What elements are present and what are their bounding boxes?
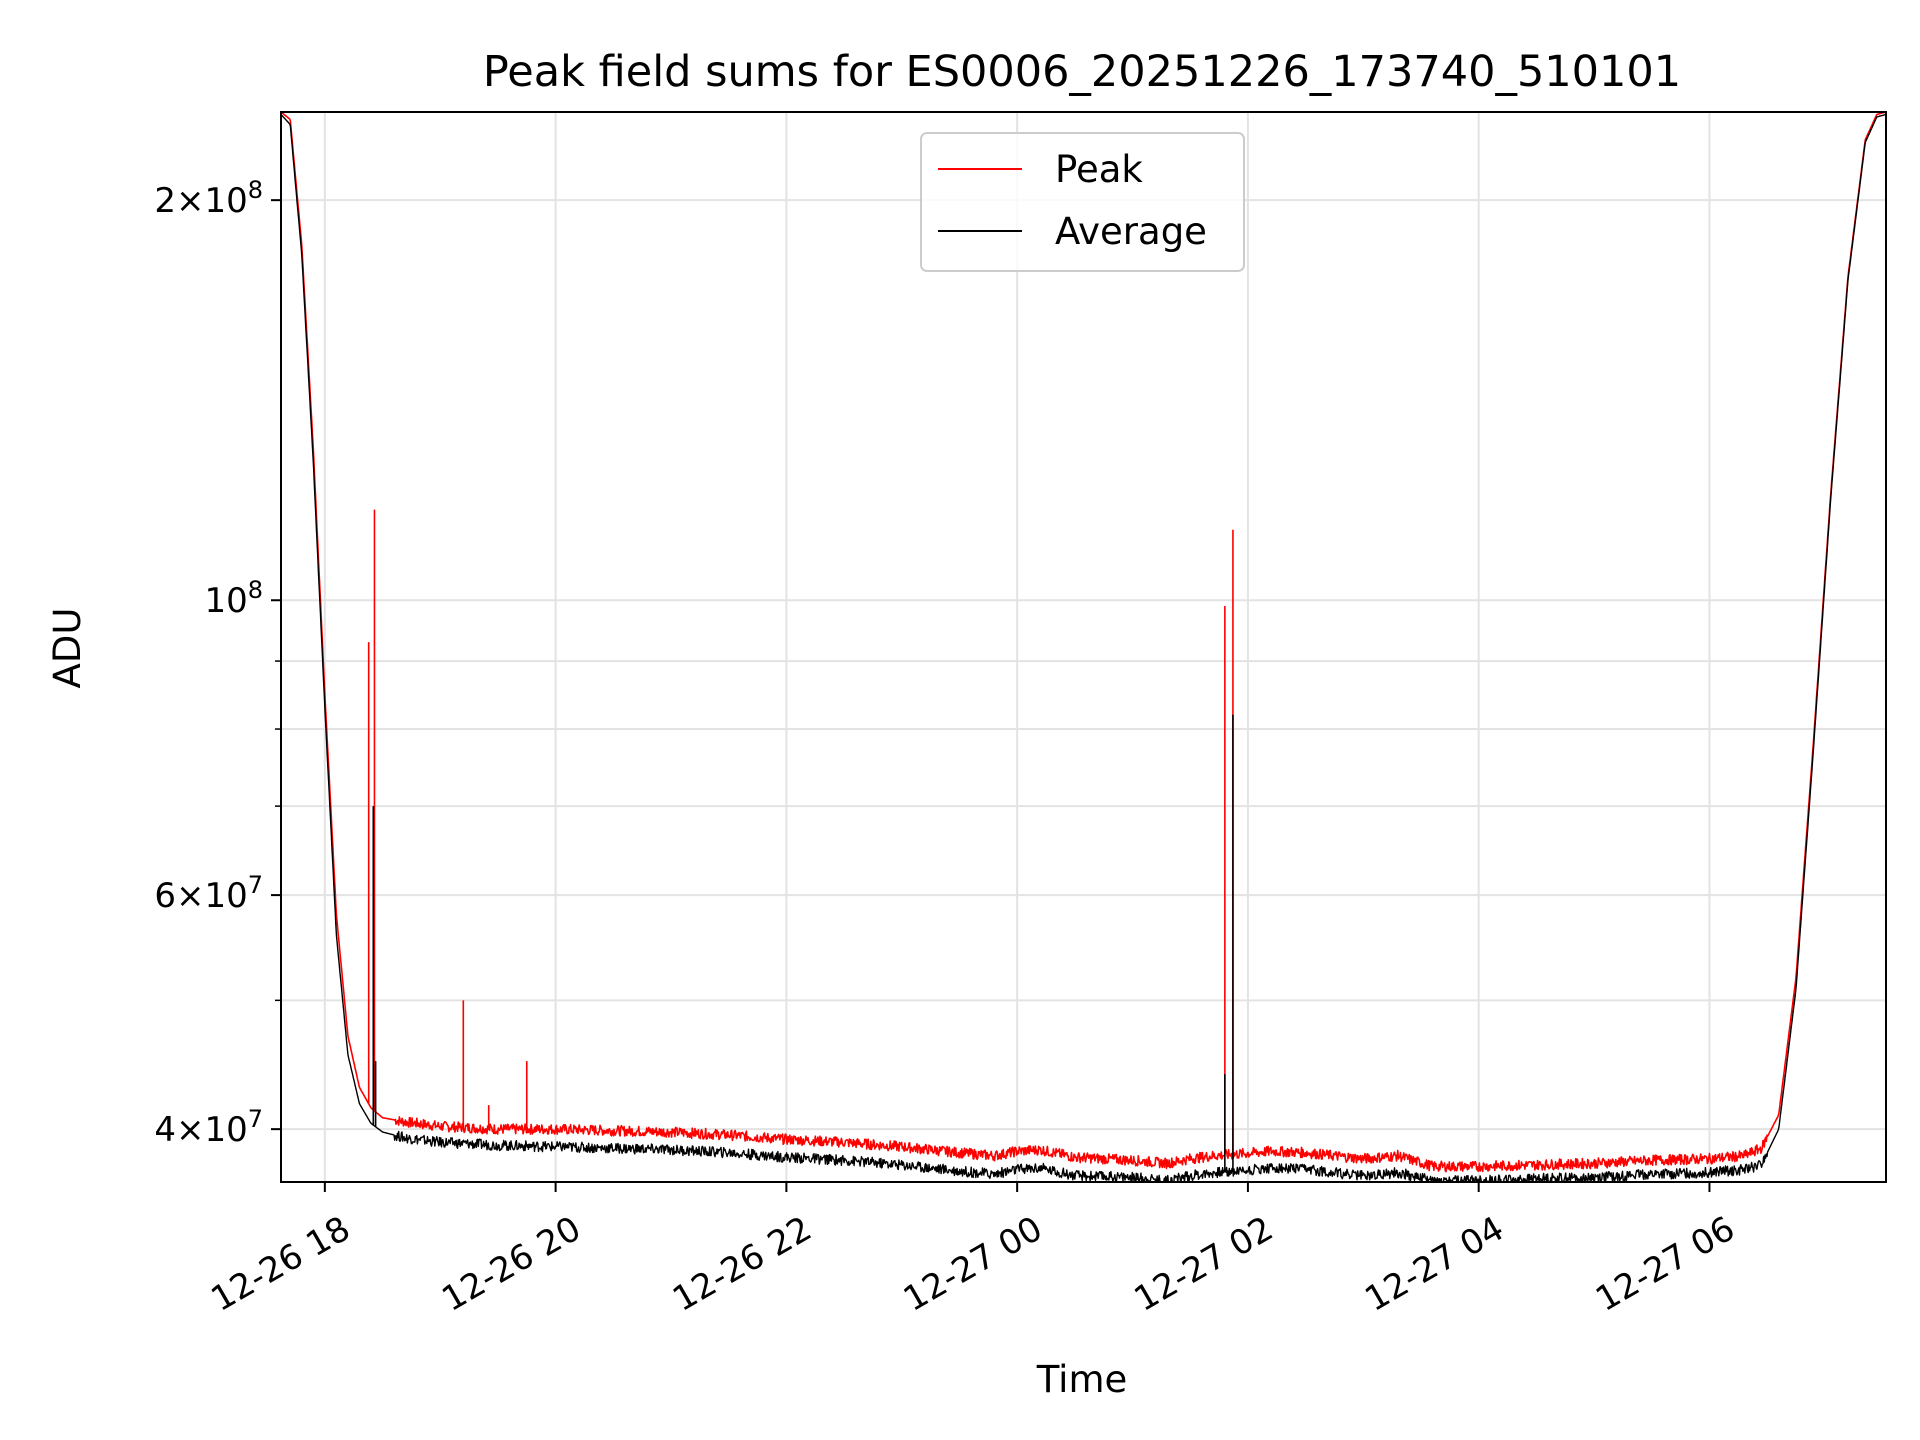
x-tick-label: 12-27 00 xyxy=(897,1209,1049,1320)
legend-average-label: Average xyxy=(1055,210,1207,253)
plot-area xyxy=(281,112,1886,1182)
x-tick-label: 12-26 22 xyxy=(666,1209,818,1320)
y-tick-label: 2×108 xyxy=(154,176,263,221)
y-tick-exponent: 7 xyxy=(248,1105,263,1133)
x-tick-label: 12-27 04 xyxy=(1358,1209,1510,1320)
y-axis-label: ADU xyxy=(46,608,89,689)
chart-title: Peak field sums for ES0006_20251226_1737… xyxy=(483,47,1681,97)
legend-peak-label: Peak xyxy=(1055,148,1143,191)
y-tick-mantissa: 2×10 xyxy=(154,181,247,221)
x-tick-label: 12-27 02 xyxy=(1128,1209,1280,1320)
plot-frame xyxy=(280,111,1887,1183)
legend: Peak Average xyxy=(920,132,1245,272)
x-tick-label: 12-26 20 xyxy=(435,1209,587,1320)
x-tick-label: 12-26 18 xyxy=(205,1209,357,1320)
average-series-line xyxy=(281,113,1886,1182)
grid xyxy=(281,112,1886,1182)
peak-series-line xyxy=(281,112,1886,1173)
y-tick-exponent: 8 xyxy=(248,576,263,604)
x-axis-label: Time xyxy=(1036,1358,1128,1401)
x-axis: 12-26 18 12-26 20 12-26 22 12-27 00 12-27 02… xyxy=(205,1182,1742,1320)
y-tick-mantissa: 4×10 xyxy=(154,1110,247,1150)
y-tick-mantissa: 10 xyxy=(204,581,247,621)
y-tick-mantissa: 6×10 xyxy=(154,876,247,916)
y-tick-exponent: 7 xyxy=(248,871,263,899)
y-tick-label: 6×107 xyxy=(154,871,263,916)
x-tick-label: 12-27 06 xyxy=(1589,1209,1741,1320)
y-tick-label: 108 xyxy=(204,576,263,621)
y-tick-label: 4×107 xyxy=(154,1105,263,1150)
legend-box xyxy=(920,132,1245,272)
y-tick-exponent: 8 xyxy=(248,176,263,204)
